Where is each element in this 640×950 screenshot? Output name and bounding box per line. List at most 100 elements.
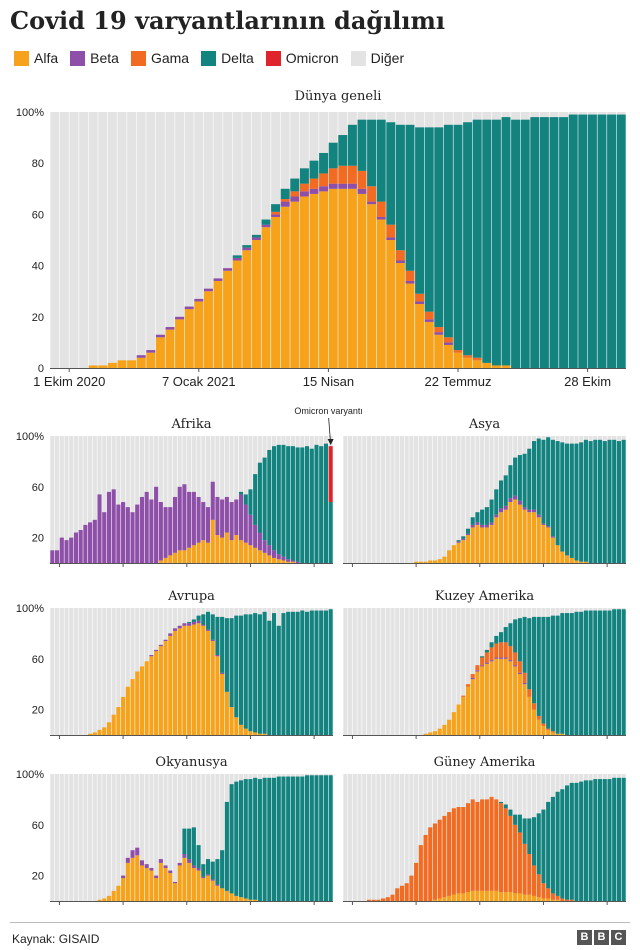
bar-alfa — [88, 733, 93, 735]
bar-beta — [136, 355, 146, 358]
bar-other — [352, 436, 357, 563]
bar-gama — [395, 250, 405, 261]
bar-other — [92, 436, 97, 563]
bar-gama — [432, 823, 438, 900]
bar-other — [88, 608, 93, 735]
bar-other — [395, 774, 400, 901]
bar-delta — [546, 801, 551, 889]
bar-other — [69, 436, 74, 563]
bar-delta — [261, 219, 271, 225]
bar-gama — [418, 845, 423, 901]
bar-delta — [187, 621, 192, 624]
bar-alfa — [536, 517, 541, 563]
bar-other — [83, 774, 88, 901]
bar-other — [461, 436, 466, 563]
bar-alfa — [536, 719, 541, 735]
bar-delta — [597, 114, 607, 368]
bar-other — [470, 608, 475, 735]
bar-other — [168, 436, 173, 563]
bar-alfa — [276, 559, 281, 563]
bar-delta — [517, 814, 522, 833]
bar-other — [73, 774, 78, 901]
bar-alfa — [531, 895, 537, 901]
bar-gama — [390, 894, 395, 901]
bar-beta — [172, 628, 178, 631]
bar-alfa — [541, 524, 546, 563]
bar-delta — [314, 775, 319, 901]
bar-delta — [328, 502, 333, 563]
bar-delta — [494, 489, 499, 515]
bar-other — [102, 608, 107, 735]
bar-beta — [144, 864, 149, 868]
bar-delta — [569, 782, 574, 900]
bar-beta — [135, 847, 140, 856]
bar-delta — [257, 779, 262, 901]
bar-alfa — [213, 280, 223, 368]
bar-alfa — [309, 193, 319, 368]
bar-alfa — [484, 890, 489, 901]
bar-alfa — [248, 731, 253, 735]
bar-gama — [503, 642, 508, 658]
legend-label-gama: Gama — [150, 50, 190, 66]
bar-alfa — [555, 899, 560, 901]
bar-beta — [424, 319, 434, 322]
bar-other — [69, 774, 74, 901]
bar-gama — [319, 173, 329, 187]
bar-other — [88, 436, 93, 563]
bar-beta — [376, 216, 386, 220]
bbc-logo: B B C — [575, 930, 626, 945]
bar-alfa — [135, 855, 140, 901]
bar-delta — [201, 614, 206, 625]
bar-beta — [191, 865, 196, 868]
bar-beta — [213, 278, 223, 281]
bar-beta — [55, 550, 60, 563]
bar-other — [50, 774, 55, 901]
bar-alfa — [550, 537, 555, 563]
bar-gama — [508, 646, 513, 661]
bar-other — [163, 436, 168, 563]
bar-beta — [517, 672, 522, 675]
bar-alfa — [163, 557, 168, 563]
bar-alfa — [437, 898, 442, 901]
bar-beta — [220, 499, 225, 538]
bar-other — [399, 436, 405, 563]
bar-beta — [155, 334, 165, 338]
bar-gama — [437, 819, 442, 899]
bar-alfa — [503, 892, 508, 901]
bar-other — [78, 608, 83, 735]
bar-delta — [579, 611, 584, 735]
bar-alfa — [290, 561, 295, 563]
bar-delta — [257, 614, 262, 734]
bar-alfa — [271, 216, 281, 368]
bar-delta — [574, 443, 579, 561]
bar-alfa — [290, 201, 300, 368]
bar-alfa — [470, 679, 475, 735]
bar-alfa — [102, 898, 107, 901]
bar-beta — [121, 502, 126, 563]
bar-delta — [215, 616, 220, 655]
bar-other — [64, 436, 69, 563]
bar-beta — [267, 545, 272, 556]
bar-gama — [447, 812, 452, 896]
bar-alfa — [299, 196, 309, 368]
bar-alfa — [168, 555, 173, 563]
x-tick-label: 15 Nisan — [303, 374, 354, 389]
bar-alfa — [111, 890, 116, 901]
bar-other — [390, 436, 395, 563]
bar-other — [201, 774, 206, 901]
bar-delta — [587, 114, 597, 368]
bar-gama — [338, 165, 348, 184]
bar-other — [78, 436, 83, 563]
legend-item-beta: Beta — [70, 50, 119, 66]
bar-alfa — [158, 560, 163, 563]
bar-alfa — [484, 663, 489, 735]
bar-gama — [404, 883, 409, 901]
bar-delta — [616, 777, 621, 901]
bar-delta — [527, 818, 532, 855]
source-note: Kaynak: GISAID — [12, 932, 100, 946]
bar-delta — [323, 443, 328, 563]
bar-delta — [539, 117, 549, 368]
bar-beta — [489, 522, 494, 525]
bar-beta — [527, 509, 532, 513]
legend-item-alfa: Alfa — [14, 50, 58, 66]
